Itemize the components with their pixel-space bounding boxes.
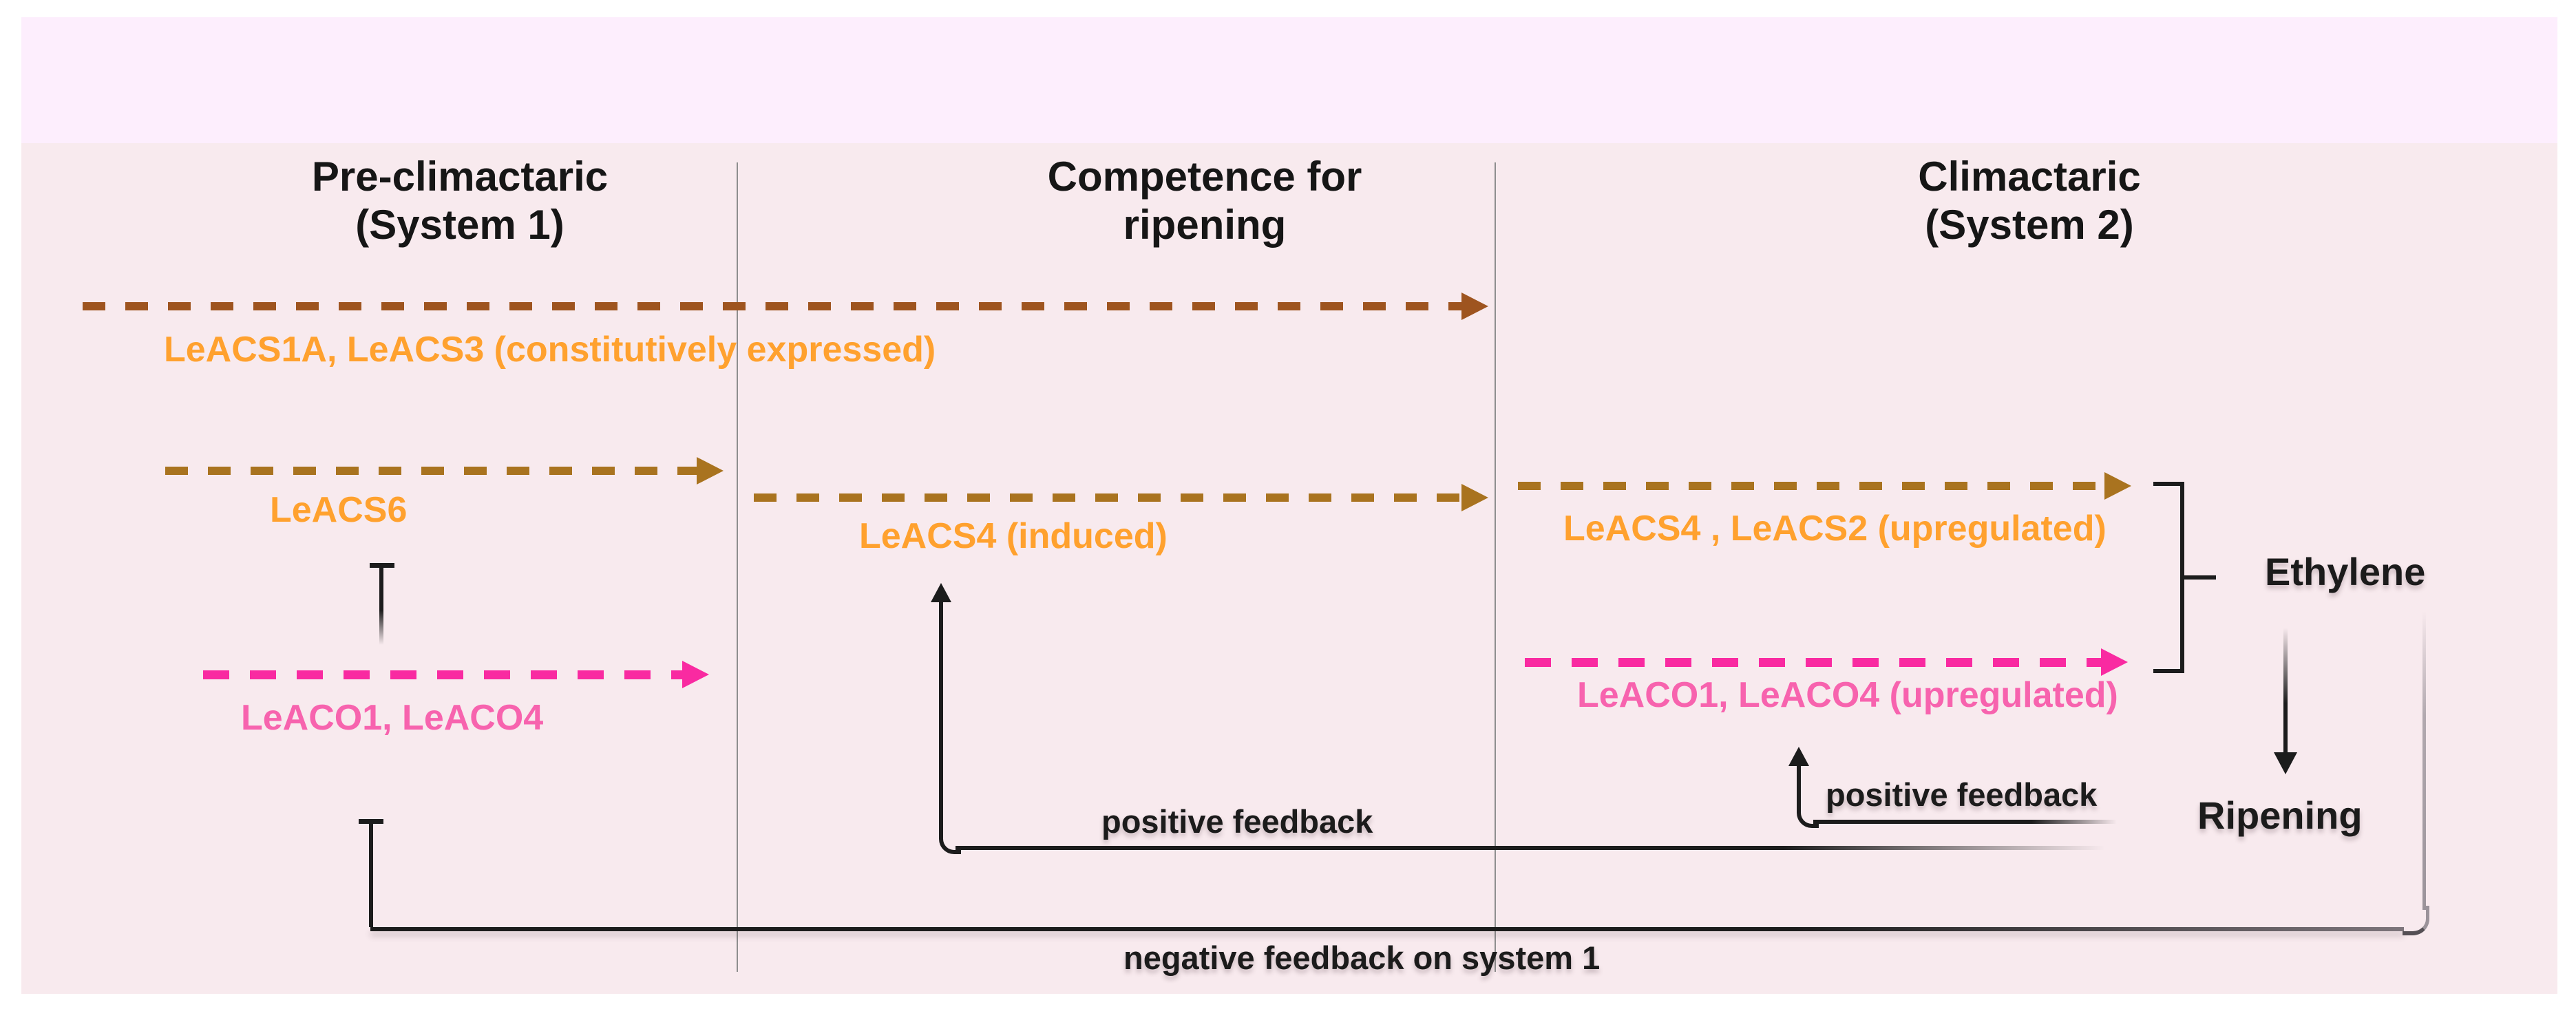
phase-header-line1: Pre-climactaric <box>311 153 609 200</box>
arrow-leacs6 <box>165 467 697 475</box>
arrowhead-right-icon <box>2104 472 2131 500</box>
arrowhead-right-icon <box>2101 648 2128 676</box>
inhibition-tbar-icon <box>370 563 394 568</box>
negative-feedback-stem <box>369 824 373 927</box>
bracket-icon <box>2180 482 2184 673</box>
ethylene-label: Ethylene <box>2265 550 2426 593</box>
arrow-leaco1-leaco4 <box>203 670 682 679</box>
arrowhead-up-icon <box>1788 747 1809 766</box>
label-leacs4-induced: LeACS4 (induced) <box>859 516 1168 556</box>
negative-feedback-line <box>370 927 2404 931</box>
arrow-leacs1a-leacs3 <box>83 302 1461 310</box>
positive-feedback-mid-stem <box>939 600 943 837</box>
phase-header-climactaric: Climactaric (System 2) <box>1918 153 2141 249</box>
phase-header-line2: ripening <box>1123 202 1287 248</box>
arrowhead-down-icon <box>2274 752 2297 774</box>
positive-feedback-right-label: positive feedback <box>1826 776 2098 813</box>
phase-divider-1 <box>737 162 738 972</box>
arrowhead-right-icon <box>1461 484 1488 511</box>
negative-feedback-corner <box>2403 906 2429 935</box>
header-band <box>21 17 2557 143</box>
phase-header-line1: Competence for <box>1047 153 1362 200</box>
positive-feedback-right-line <box>1813 820 2117 824</box>
negative-feedback-label: negative feedback on system 1 <box>1123 939 1601 976</box>
positive-feedback-mid-line <box>956 846 2105 850</box>
label-leacs4-leacs2: LeACS4 , LeACS2 (upregulated) <box>1563 509 2107 549</box>
bracket-bottom-stub <box>2153 669 2184 673</box>
label-leaco1-leaco4-upregulated: LeACO1, LeACO4 (upregulated) <box>1577 675 2118 715</box>
label-leaco1-leaco4: LeACO1, LeACO4 <box>241 698 544 738</box>
positive-feedback-mid-label: positive feedback <box>1101 803 1373 840</box>
inhibition-tbar-icon <box>359 819 383 824</box>
bracket-mid-stub <box>2184 575 2216 580</box>
ethylene-ripening-arrow-stem <box>2283 628 2288 754</box>
positive-feedback-right-elbow <box>1797 807 1819 828</box>
phase-header-line2: (System 1) <box>355 202 564 248</box>
negative-feedback-return-line <box>2422 611 2426 910</box>
arrow-leaco1-leaco4-upregulated <box>1525 658 2101 667</box>
ripening-label: Ripening <box>2197 794 2363 837</box>
label-leacs1a-leacs3: LeACS1A, LeACS3 (constitutively expresse… <box>164 330 936 370</box>
bracket-top-stub <box>2153 482 2184 486</box>
arrowhead-up-icon <box>931 583 951 602</box>
arrow-leacs4-leacs2 <box>1518 482 2104 490</box>
positive-feedback-right-stem <box>1797 764 1801 811</box>
inhibition-stem <box>379 568 383 645</box>
phase-header-competence: Competence for ripening <box>1048 153 1362 249</box>
phase-divider-2 <box>1495 162 1496 972</box>
phase-header-preclimactaric: Pre-climactaric (System 1) <box>312 153 608 249</box>
arrowhead-right-icon <box>682 661 709 688</box>
label-leacs6: LeACS6 <box>270 490 408 530</box>
positive-feedback-mid-elbow <box>939 833 961 854</box>
arrowhead-right-icon <box>697 457 724 485</box>
arrowhead-right-icon <box>1461 293 1488 320</box>
phase-header-line1: Climactaric <box>1918 153 2141 200</box>
phase-header-line2: (System 2) <box>1925 202 2134 248</box>
diagram-canvas <box>21 143 2557 994</box>
arrow-leacs4-induced <box>754 493 1461 502</box>
